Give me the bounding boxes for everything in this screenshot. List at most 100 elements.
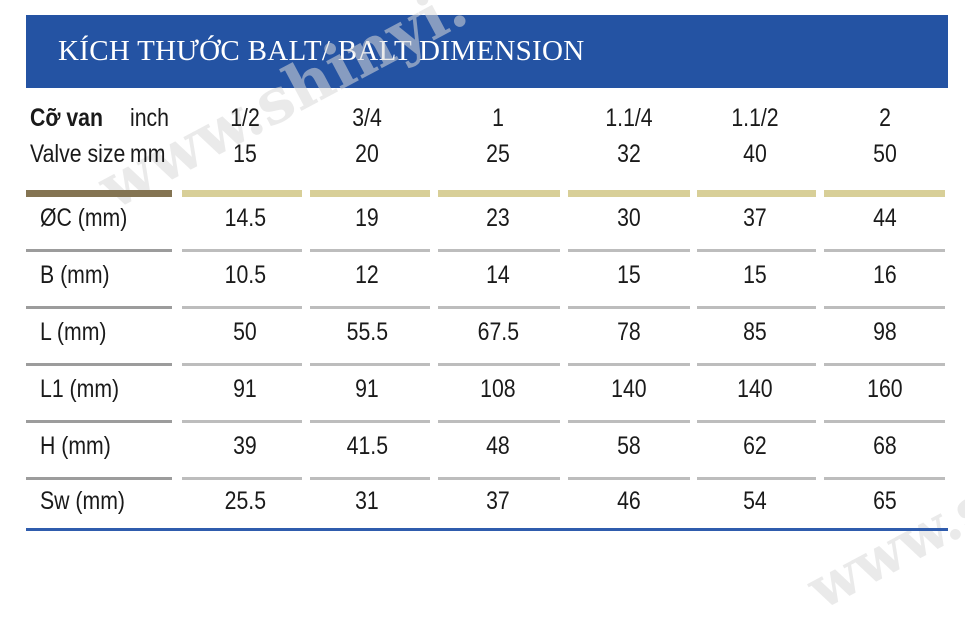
- row-separator-label: [26, 477, 172, 480]
- cell-value: 50: [233, 318, 257, 346]
- cell-value: 108: [480, 375, 516, 403]
- row-separator: [310, 306, 430, 309]
- cell-value: 31: [355, 487, 379, 515]
- row-separator: [697, 420, 816, 423]
- row-separator-label: [26, 363, 172, 366]
- cell-value: 48: [486, 432, 510, 460]
- size-column-header: 2 50: [830, 100, 940, 172]
- row-separator: [568, 249, 690, 252]
- row-separator-label: [26, 306, 172, 309]
- table-cell: 37: [443, 487, 553, 516]
- size-mm: 15: [233, 140, 257, 168]
- table-cell: 39: [190, 432, 300, 461]
- cell-value: 46: [617, 487, 641, 515]
- table-cell: 19: [312, 204, 422, 233]
- table-cell: 25.5: [190, 487, 300, 516]
- row-separator: [697, 363, 816, 366]
- row-separator: [182, 420, 302, 423]
- row-separator: [438, 363, 560, 366]
- cell-value: 19: [355, 204, 379, 232]
- size-inch: 1.1/4: [605, 104, 653, 132]
- table-cell: 30: [574, 204, 684, 233]
- table-cell: 10.5: [190, 261, 300, 290]
- table-cell: 55.5: [312, 318, 422, 347]
- row-separator: [824, 306, 945, 309]
- cell-value: 15: [743, 261, 767, 289]
- table-title: KÍCH THƯỚC BALT/ BALT DIMENSION: [58, 35, 585, 67]
- row-label: ØC (mm): [40, 204, 128, 232]
- cell-value: 15: [617, 261, 641, 289]
- table-cell: 46: [574, 487, 684, 516]
- header-divider: [568, 190, 690, 197]
- cell-value: 91: [233, 375, 257, 403]
- table-cell: 140: [574, 375, 684, 404]
- size-column-header: 1 25: [443, 100, 553, 172]
- row-separator: [824, 249, 945, 252]
- row-separator-label: [26, 420, 172, 423]
- cell-value: 62: [743, 432, 767, 460]
- row-separator: [697, 306, 816, 309]
- row-separator: [824, 363, 945, 366]
- size-inch: 1/2: [230, 104, 260, 132]
- size-mm: 40: [743, 140, 767, 168]
- row-separator: [824, 477, 945, 480]
- row-separator: [697, 477, 816, 480]
- cell-value: 37: [743, 204, 767, 232]
- table-cell: 15: [700, 261, 810, 290]
- row-separator: [824, 420, 945, 423]
- cell-value: 85: [743, 318, 767, 346]
- row-separator-label: [26, 249, 172, 252]
- size-inch: 3/4: [352, 104, 382, 132]
- size-mm: 50: [873, 140, 897, 168]
- table-cell: 14.5: [190, 204, 300, 233]
- cell-value: 14: [486, 261, 510, 289]
- title-bar: KÍCH THƯỚC BALT/ BALT DIMENSION: [26, 15, 948, 88]
- row-separator: [310, 477, 430, 480]
- table-cell: 98: [830, 318, 940, 347]
- cell-value: 54: [743, 487, 767, 515]
- row-separator: [310, 363, 430, 366]
- size-inch: 1: [492, 104, 504, 132]
- row-separator: [697, 249, 816, 252]
- size-column-header: 1.1/2 40: [700, 100, 810, 172]
- table-cell: 85: [700, 318, 810, 347]
- table-cell: 50: [190, 318, 300, 347]
- cell-value: 44: [873, 204, 897, 232]
- table-cell: 108: [443, 375, 553, 404]
- row-separator: [568, 306, 690, 309]
- cell-value: 39: [233, 432, 257, 460]
- table-bottom-border: [26, 528, 948, 531]
- row-separator: [182, 477, 302, 480]
- cell-value: 30: [617, 204, 641, 232]
- header-divider: [182, 190, 302, 197]
- header-divider-label: [26, 190, 172, 197]
- table-cell: 78: [574, 318, 684, 347]
- row-separator: [182, 306, 302, 309]
- table-cell: 48: [443, 432, 553, 461]
- cell-value: 55.5: [346, 318, 388, 346]
- table-cell: 62: [700, 432, 810, 461]
- header-units: inch mm: [130, 100, 169, 172]
- unit-mm: mm: [130, 140, 166, 168]
- row-label: L1 (mm): [40, 375, 120, 403]
- size-inch: 2: [879, 104, 891, 132]
- size-mm: 32: [617, 140, 641, 168]
- table-cell: 14: [443, 261, 553, 290]
- table-cell: 67.5: [443, 318, 553, 347]
- row-separator: [568, 477, 690, 480]
- table-cell: 15: [574, 261, 684, 290]
- header-divider: [438, 190, 560, 197]
- header-divider: [697, 190, 816, 197]
- row-label: H (mm): [40, 432, 111, 460]
- row-label: Sw (mm): [40, 487, 125, 515]
- row-label: L (mm): [40, 318, 107, 346]
- table-cell: 91: [190, 375, 300, 404]
- table-cell: 41.5: [312, 432, 422, 461]
- table-cell: 91: [312, 375, 422, 404]
- cell-value: 140: [737, 375, 773, 403]
- size-column-header: 1.1/4 32: [574, 100, 684, 172]
- size-column-header: 1/2 15: [190, 100, 300, 172]
- size-inch: 1.1/2: [731, 104, 779, 132]
- row-separator: [310, 249, 430, 252]
- cell-value: 25.5: [224, 487, 266, 515]
